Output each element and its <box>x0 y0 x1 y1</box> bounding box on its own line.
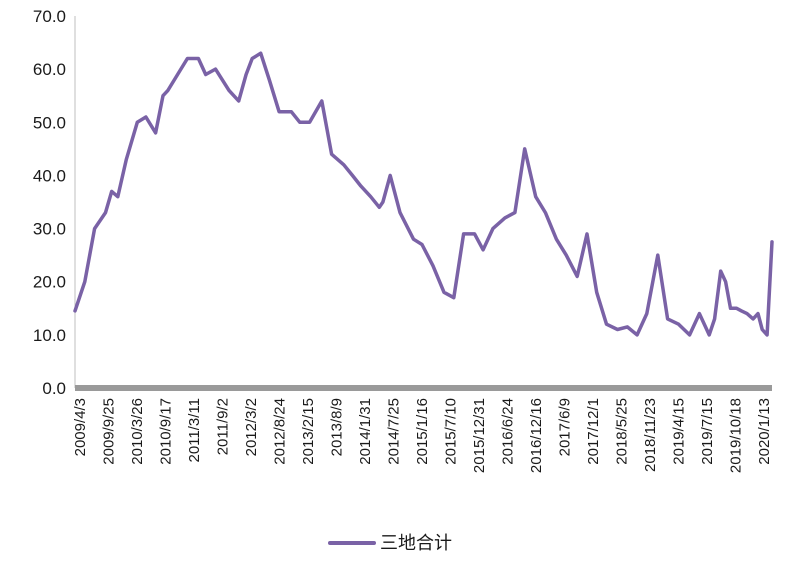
x-tick-label: 2014/1/31 <box>357 398 374 465</box>
series-line-三地合计 <box>73 51 774 337</box>
x-tick-label: 2019/4/15 <box>671 398 688 465</box>
legend-label: 三地合计 <box>380 533 452 554</box>
x-tick-label: 2015/1/16 <box>414 398 431 465</box>
x-tick-label: 2009/9/25 <box>101 398 118 465</box>
x-tick-label: 2015/7/10 <box>443 398 460 465</box>
y-axis-ticks: 0.0 10.0 20.0 30.0 40.0 50.0 60.0 70.0 <box>33 7 66 398</box>
y-tick-label: 30.0 <box>33 220 66 239</box>
x-tick-label: 2013/2/15 <box>300 398 317 465</box>
y-tick-label: 70.0 <box>33 7 66 26</box>
y-tick-label: 10.0 <box>33 326 66 345</box>
x-tick-label: 2010/3/26 <box>129 398 146 465</box>
x-tick-label: 2011/3/11 <box>186 398 203 463</box>
legend: 三地合计 <box>328 533 452 554</box>
x-tick-label: 2011/9/2 <box>215 398 232 455</box>
x-tick-label: 2018/5/25 <box>614 398 631 465</box>
x-tick-label: 2017/6/9 <box>557 398 574 456</box>
x-axis-line <box>75 385 772 391</box>
x-tick-label: 2012/3/2 <box>243 398 260 456</box>
x-axis-ticks: 2009/4/3 2009/9/25 2010/3/26 2010/9/17 2011/… <box>72 398 773 473</box>
x-tick-label: 2009/4/3 <box>72 398 89 456</box>
x-tick-label: 2010/9/17 <box>158 398 175 465</box>
x-tick-label: 2017/12/1 <box>585 398 602 465</box>
series-layer <box>73 51 774 337</box>
x-tick-label: 2013/8/9 <box>329 398 346 456</box>
x-tick-label: 2019/7/15 <box>699 398 716 465</box>
x-tick-label: 2019/10/18 <box>728 398 745 473</box>
y-tick-label: 50.0 <box>33 113 66 132</box>
x-tick-label: 2016/12/16 <box>528 398 545 473</box>
y-tick-label: 40.0 <box>33 166 66 185</box>
y-tick-label: 60.0 <box>33 60 66 79</box>
x-tick-label: 2018/11/23 <box>642 398 659 472</box>
x-tick-label: 2020/1/13 <box>756 398 773 465</box>
x-tick-label: 2015/12/31 <box>471 398 488 473</box>
x-tick-label: 2012/8/24 <box>272 398 289 465</box>
x-tick-label: 2016/6/24 <box>500 398 517 465</box>
x-tick-label: 2014/7/25 <box>386 398 403 465</box>
y-tick-label: 20.0 <box>33 273 66 292</box>
y-tick-label: 0.0 <box>42 379 66 398</box>
